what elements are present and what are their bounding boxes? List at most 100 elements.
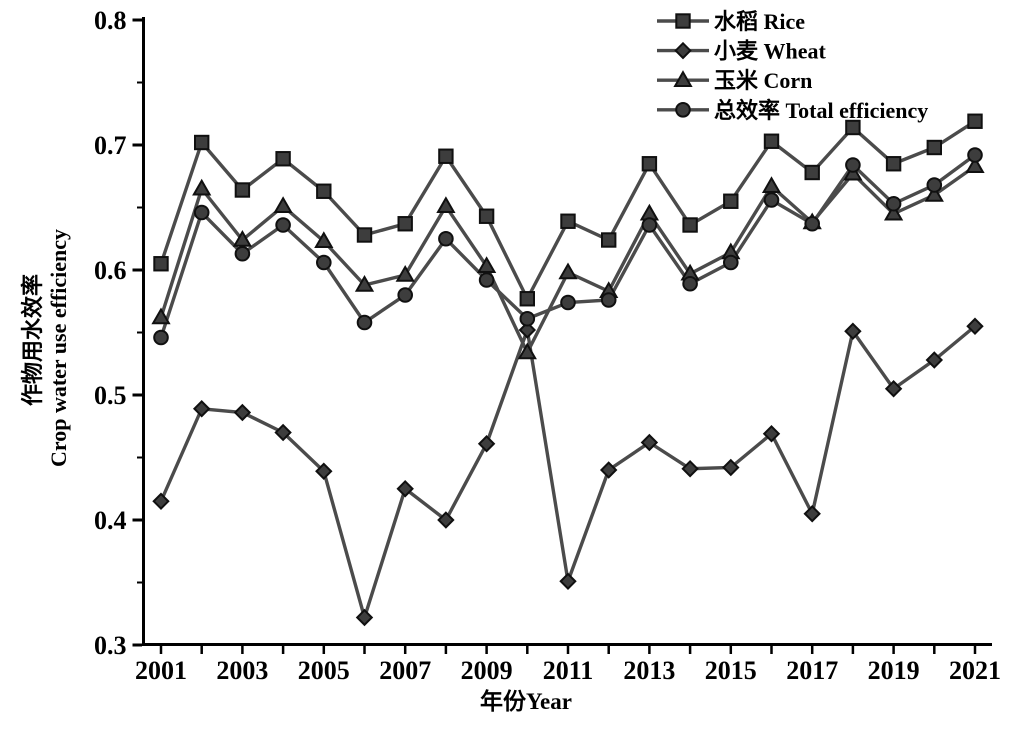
data-point xyxy=(723,254,739,271)
data-point xyxy=(965,156,985,174)
legend-label: 小麦 Wheat xyxy=(714,39,827,64)
data-point xyxy=(926,177,943,193)
data-point xyxy=(397,216,413,232)
data-point xyxy=(926,139,942,156)
data-point xyxy=(355,608,374,627)
data-point xyxy=(233,403,252,422)
legend-label: 玉米 Corn xyxy=(714,68,812,93)
axes xyxy=(142,17,992,646)
data-point xyxy=(518,321,537,339)
data-point xyxy=(723,193,739,209)
data-point xyxy=(356,314,373,331)
data-point xyxy=(476,256,497,274)
data-point xyxy=(275,151,291,167)
data-point xyxy=(437,511,455,529)
data-point xyxy=(151,307,171,325)
data-point xyxy=(966,317,984,335)
series-lines xyxy=(159,119,977,624)
data-point xyxy=(560,294,576,311)
data-point xyxy=(761,176,782,194)
legend-label: 总效率 Total efficiency xyxy=(714,98,928,123)
y-tick-label: 0.3 xyxy=(94,631,127,660)
series-markers-triangle xyxy=(151,156,985,360)
x-tick-label: 2009 xyxy=(461,656,513,685)
x-tick-label: 2021 xyxy=(949,656,1001,685)
data-point xyxy=(967,147,983,163)
data-point xyxy=(559,572,577,590)
x-axis-ticks: 2001 2003 2005 2007 2009 2011 2013 2015 2017 2019… xyxy=(135,646,1001,685)
data-point xyxy=(274,423,292,442)
x-tick-label: 2015 xyxy=(705,656,757,685)
legend-item: 水稻 Rice xyxy=(657,9,805,34)
data-point xyxy=(397,287,414,303)
data-point xyxy=(438,230,454,247)
data-point xyxy=(682,217,698,233)
legend-triangle-icon xyxy=(673,70,693,87)
y-tick-label: 0.7 xyxy=(94,131,127,160)
data-point xyxy=(192,400,211,418)
x-tick-label: 2005 xyxy=(298,656,350,685)
data-point xyxy=(885,195,902,212)
data-point xyxy=(354,274,375,292)
y-axis-title-cn: 作物用水效率 xyxy=(20,274,45,406)
x-tick-label: 2003 xyxy=(216,656,268,685)
data-point xyxy=(558,262,578,280)
data-point xyxy=(517,342,537,360)
data-point xyxy=(560,213,576,229)
legend-item: 总效率 Total efficiency xyxy=(657,98,928,123)
data-point xyxy=(193,204,210,221)
data-point xyxy=(925,351,944,369)
data-point xyxy=(763,192,780,208)
data-point xyxy=(722,458,740,477)
series-markers-circle xyxy=(153,147,983,346)
series-markers-diamond xyxy=(152,317,984,627)
x-tick-label: 2001 xyxy=(135,656,187,685)
x-tick-label: 2013 xyxy=(623,656,675,685)
data-point xyxy=(316,183,332,199)
x-tick-label: 2019 xyxy=(868,656,920,685)
data-point xyxy=(967,113,983,129)
x-tick-label: 2007 xyxy=(379,656,431,685)
data-point xyxy=(478,272,495,288)
data-point xyxy=(314,231,334,249)
legend-square-icon xyxy=(675,13,691,29)
y-axis-title-en: Crop water use efficiency xyxy=(46,229,71,467)
y-axis-title: 作物用水效率 Crop water use efficiency xyxy=(20,229,71,467)
data-point xyxy=(438,148,454,164)
legend-item: 小麦 Wheat xyxy=(657,39,827,64)
data-point xyxy=(194,134,210,151)
data-point xyxy=(845,157,861,173)
data-point xyxy=(519,310,536,327)
y-tick-label: 0.8 xyxy=(94,6,127,35)
series-markers-square xyxy=(153,113,983,307)
x-axis-title: 年份Year xyxy=(480,688,572,714)
data-point xyxy=(275,217,291,233)
data-point xyxy=(844,322,862,340)
legend: 水稻 Rice 小麦 Wheat 玉米 Corn 总效率 Total efficien… xyxy=(657,9,928,123)
y-tick-label: 0.4 xyxy=(94,506,127,535)
data-point xyxy=(640,433,659,452)
x-tick-label: 2017 xyxy=(786,656,838,685)
data-point xyxy=(924,184,944,202)
data-point xyxy=(519,291,535,307)
y-tick-label: 0.5 xyxy=(94,381,127,410)
data-point xyxy=(845,119,861,136)
data-point xyxy=(234,182,251,198)
legend-diamond-icon xyxy=(674,41,692,60)
data-point xyxy=(478,208,495,224)
data-point xyxy=(641,156,658,172)
data-point xyxy=(804,164,820,181)
data-point xyxy=(234,245,251,262)
data-point xyxy=(153,329,169,346)
legend-item: 玉米 Corn xyxy=(657,68,812,93)
y-axis-ticks: 0.3 0.4 0.5 0.6 0.7 0.8 xyxy=(94,6,142,660)
data-point xyxy=(601,232,617,248)
data-point xyxy=(682,275,698,292)
data-point xyxy=(641,217,658,233)
y-tick-label: 0.6 xyxy=(94,256,127,285)
data-point xyxy=(232,229,253,247)
data-point xyxy=(395,264,415,282)
data-point xyxy=(681,460,699,478)
data-point xyxy=(152,492,170,510)
